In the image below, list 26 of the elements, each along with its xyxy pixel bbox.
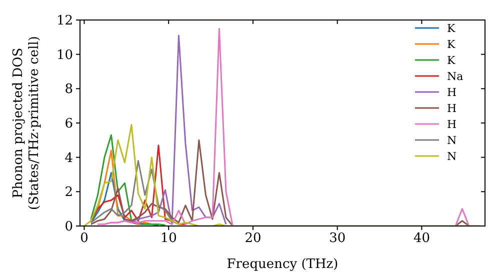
legend-label: K (447, 54, 456, 67)
y-tick-label: 8 (64, 82, 73, 98)
y-tick-label: 4 (64, 150, 73, 166)
legend-label: H (447, 86, 457, 99)
legend-label: N (447, 150, 457, 163)
legend-label: K (447, 38, 456, 51)
legend-label: Na (447, 70, 464, 83)
legend-label: H (447, 102, 457, 115)
y-tick-label: 12 (56, 14, 73, 28)
line-series (90, 144, 186, 226)
y-axis-title: Phonon projected DOS (States/THz·primitive cell) (11, 36, 42, 210)
x-tick-label: 20 (244, 231, 262, 246)
legend-label: K (447, 22, 456, 35)
line-series (90, 134, 166, 226)
line-series (90, 150, 152, 226)
legend-label: H (447, 118, 457, 131)
x-tick-label: 10 (160, 231, 177, 246)
y-tick-label: 10 (56, 48, 73, 63)
y-tick-label: 0 (64, 220, 73, 234)
x-axis-title: Frequency (THz) (226, 257, 338, 272)
x-tick-label: 0 (80, 231, 88, 246)
y-tick-label: 2 (64, 185, 73, 200)
x-tick-label: 40 (413, 231, 430, 246)
y-tick-label: 6 (64, 116, 73, 132)
x-tick-label: 30 (329, 231, 346, 246)
legend-label: N (447, 134, 457, 147)
